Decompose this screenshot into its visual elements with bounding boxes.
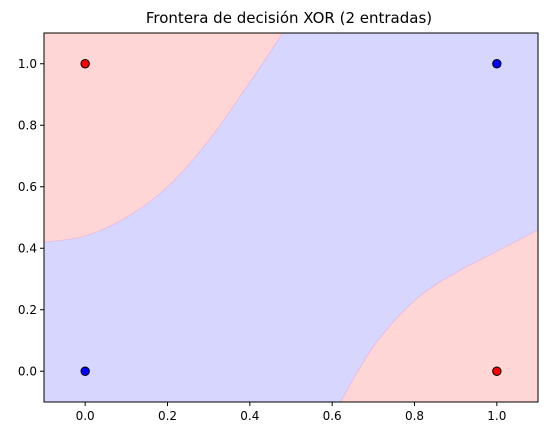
y-tick-label: 0.8 [18, 118, 37, 132]
data-point-red-2 [492, 366, 502, 376]
x-tick-label: 0.4 [240, 409, 259, 423]
data-point-blue-0 [80, 366, 90, 376]
y-tick-label: 1.0 [18, 57, 37, 71]
chart-title: Frontera de decisión XOR (2 entradas) [146, 9, 432, 27]
y-tick-label: 0.6 [18, 180, 37, 194]
x-tick-label: 0.8 [405, 409, 424, 423]
y-tick-label: 0.0 [18, 364, 37, 378]
data-point-red-1 [80, 59, 90, 69]
plot-area [43, 32, 539, 403]
x-tick-label: 1.0 [487, 409, 506, 423]
boundary-lower-right [340, 229, 539, 403]
plot-frame [43, 32, 539, 403]
x-tick-label: 0.6 [323, 409, 342, 423]
x-tick-label: 0.2 [158, 409, 177, 423]
boundary-upper-left [43, 32, 284, 243]
x-tick-label: 0.0 [76, 409, 95, 423]
region-red-upper-left [44, 33, 283, 243]
axes: 0.0 0.2 0.4 0.6 0.8 1.0 0.0 0.2 0.4 0.6 0.8 1.0 [18, 32, 539, 423]
region-red-lower-right [340, 229, 538, 402]
y-tick-label: 0.4 [18, 241, 37, 255]
data-point-blue-3 [492, 59, 502, 69]
y-tick-label: 0.2 [18, 303, 37, 317]
